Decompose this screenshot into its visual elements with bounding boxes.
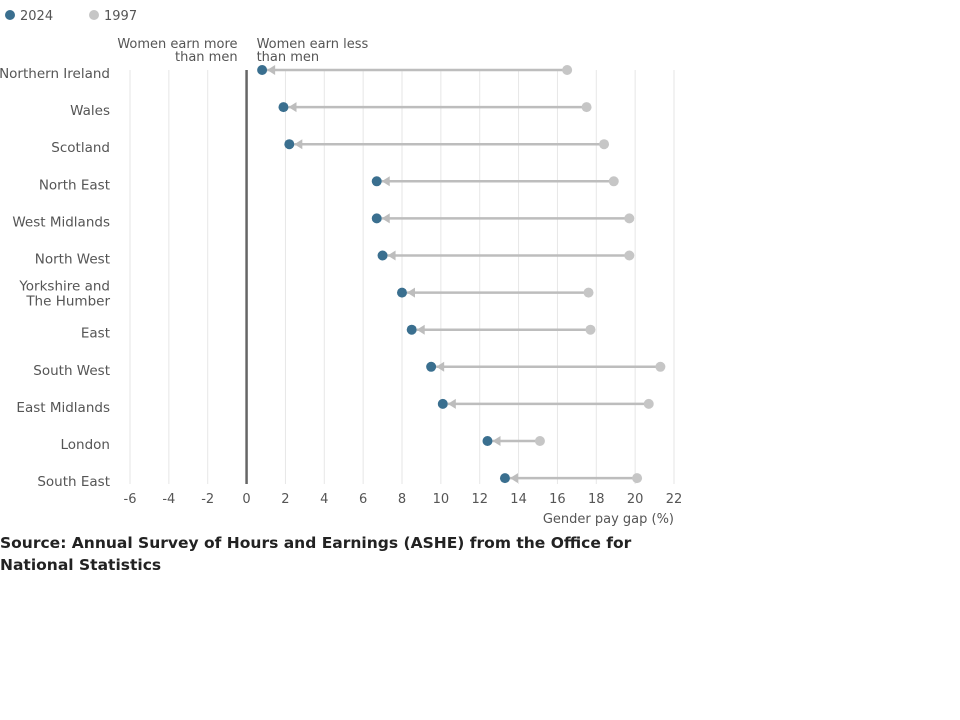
arrowhead <box>509 473 518 484</box>
x-tick-label: 8 <box>398 492 406 507</box>
x-tick-label: 16 <box>549 492 566 507</box>
category-label: London <box>61 437 111 453</box>
category-label: Northern Ireland <box>0 66 110 82</box>
dot-1997 <box>608 176 619 187</box>
dot-1997 <box>643 398 654 409</box>
dot-1997 <box>534 436 545 446</box>
dot-2024 <box>377 250 388 261</box>
dot-2024 <box>397 287 407 298</box>
x-tick-label: 10 <box>433 492 450 507</box>
arrowhead <box>492 436 501 446</box>
annotation-right: Women earn less <box>257 37 369 52</box>
arrowhead <box>288 102 297 113</box>
x-tick-label: -2 <box>201 492 214 507</box>
annotation-left: Women earn more <box>117 37 237 52</box>
category-label: West Midlands <box>12 214 110 230</box>
x-tick-label: 22 <box>666 492 683 507</box>
dot-2024 <box>284 139 295 150</box>
legend-marker <box>5 10 15 20</box>
legend-label: 1997 <box>104 9 137 24</box>
arrowhead <box>447 398 456 409</box>
dot-1997 <box>624 250 635 261</box>
category-label: East <box>81 326 110 342</box>
annotation-right: than men <box>257 50 320 65</box>
category-label: North West <box>35 252 110 268</box>
arrowhead <box>381 213 390 224</box>
arrowhead <box>416 324 425 335</box>
x-axis-label: Gender pay gap (%) <box>543 512 674 527</box>
dot-2024 <box>371 213 382 224</box>
annotation-left: than men <box>175 50 238 65</box>
dot-2024 <box>499 473 510 484</box>
category-label: South East <box>37 474 110 490</box>
dot-2024 <box>371 176 382 187</box>
x-tick-label: 6 <box>359 492 367 507</box>
dot-2024 <box>426 361 437 372</box>
category-label: Yorkshire and <box>18 279 110 295</box>
x-tick-label: -6 <box>124 492 137 507</box>
x-tick-label: 14 <box>510 492 527 507</box>
category-label: East Midlands <box>16 400 110 416</box>
x-tick-label: 2 <box>281 492 289 507</box>
dot-1997 <box>585 324 596 335</box>
x-tick-label: 20 <box>627 492 644 507</box>
dot-2024 <box>257 65 268 75</box>
x-tick-label: 4 <box>320 492 328 507</box>
arrowhead <box>267 65 276 75</box>
dot-2024 <box>437 398 448 409</box>
category-label: North East <box>39 177 110 193</box>
arrowhead <box>381 176 390 187</box>
x-tick-label: 18 <box>588 492 605 507</box>
dot-2024 <box>482 436 493 446</box>
dot-1997 <box>583 287 594 298</box>
category-label: Scotland <box>51 140 110 156</box>
arrowhead <box>407 287 415 298</box>
legend-label: 2024 <box>20 9 53 24</box>
category-label: The Humber <box>25 294 110 310</box>
dot-2024 <box>278 102 289 113</box>
dot-1997 <box>632 473 643 484</box>
dot-1997 <box>655 361 666 372</box>
x-tick-label: -4 <box>162 492 175 507</box>
arrowhead <box>436 361 445 372</box>
arrowhead <box>294 139 303 150</box>
dot-1997 <box>599 139 610 150</box>
x-tick-label: 0 <box>242 492 250 507</box>
dot-1997 <box>581 102 592 113</box>
dot-2024 <box>406 324 417 335</box>
category-label: Wales <box>70 103 110 119</box>
category-label: South West <box>33 363 110 379</box>
arrowhead <box>387 250 396 261</box>
dot-1997 <box>624 213 635 224</box>
dot-1997 <box>562 65 573 75</box>
x-tick-label: 12 <box>471 492 488 507</box>
legend-marker <box>89 10 99 20</box>
source-note: Source: Annual Survey of Hours and Earni… <box>0 534 632 574</box>
